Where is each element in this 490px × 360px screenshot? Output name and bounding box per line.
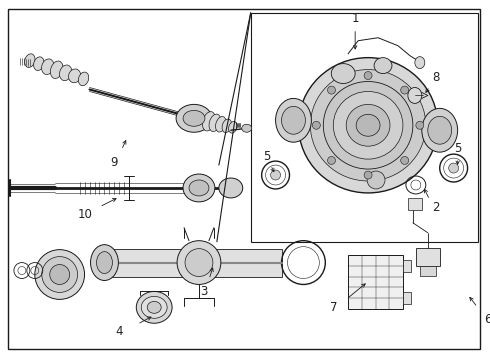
Bar xyxy=(403,292,411,304)
Ellipse shape xyxy=(50,61,63,78)
Ellipse shape xyxy=(147,301,161,313)
Ellipse shape xyxy=(270,170,281,180)
Ellipse shape xyxy=(367,171,385,189)
Ellipse shape xyxy=(50,265,70,284)
Text: 7: 7 xyxy=(329,301,337,314)
Ellipse shape xyxy=(401,86,409,94)
Bar xyxy=(420,266,436,275)
Ellipse shape xyxy=(59,65,72,81)
Ellipse shape xyxy=(209,114,221,131)
Ellipse shape xyxy=(346,104,390,146)
Ellipse shape xyxy=(242,124,252,132)
Ellipse shape xyxy=(176,104,212,132)
Bar xyxy=(416,248,440,266)
Ellipse shape xyxy=(34,57,44,71)
Ellipse shape xyxy=(229,121,237,133)
Bar xyxy=(403,260,411,271)
Ellipse shape xyxy=(428,116,452,144)
Ellipse shape xyxy=(78,72,89,86)
Ellipse shape xyxy=(216,117,226,132)
Ellipse shape xyxy=(177,241,221,284)
Ellipse shape xyxy=(333,91,403,159)
Ellipse shape xyxy=(416,121,424,129)
Bar xyxy=(408,198,422,210)
Ellipse shape xyxy=(219,178,243,198)
Ellipse shape xyxy=(136,292,172,323)
Ellipse shape xyxy=(91,245,119,280)
Ellipse shape xyxy=(331,64,355,84)
Text: 2: 2 xyxy=(432,201,440,214)
Ellipse shape xyxy=(356,114,380,136)
Ellipse shape xyxy=(327,157,336,165)
Ellipse shape xyxy=(422,108,458,152)
Ellipse shape xyxy=(415,57,425,68)
Ellipse shape xyxy=(183,174,215,202)
Ellipse shape xyxy=(449,163,459,173)
Ellipse shape xyxy=(24,54,35,67)
Ellipse shape xyxy=(374,58,392,73)
Ellipse shape xyxy=(364,72,372,80)
Bar xyxy=(104,249,282,276)
Ellipse shape xyxy=(202,112,215,131)
Ellipse shape xyxy=(35,249,85,300)
Ellipse shape xyxy=(42,59,54,75)
Bar xyxy=(348,255,403,309)
Text: 1: 1 xyxy=(351,12,359,25)
Ellipse shape xyxy=(282,107,305,134)
Ellipse shape xyxy=(275,98,311,142)
Ellipse shape xyxy=(323,81,413,169)
Ellipse shape xyxy=(401,157,409,165)
Ellipse shape xyxy=(222,119,232,132)
Text: 10: 10 xyxy=(78,208,93,221)
Ellipse shape xyxy=(185,249,213,276)
Ellipse shape xyxy=(313,121,320,129)
Text: 5: 5 xyxy=(454,142,461,155)
Ellipse shape xyxy=(189,180,209,196)
Text: 5: 5 xyxy=(263,150,270,163)
Ellipse shape xyxy=(183,111,205,126)
Ellipse shape xyxy=(298,58,438,193)
Text: 4: 4 xyxy=(116,325,123,338)
Text: 3: 3 xyxy=(200,285,208,298)
Text: 6: 6 xyxy=(484,313,490,326)
Ellipse shape xyxy=(364,171,372,179)
Text: 8: 8 xyxy=(432,71,440,84)
Text: 9: 9 xyxy=(111,156,118,168)
Ellipse shape xyxy=(408,87,422,103)
Ellipse shape xyxy=(327,86,336,94)
Bar xyxy=(251,13,478,242)
Ellipse shape xyxy=(69,69,81,83)
Ellipse shape xyxy=(97,252,112,274)
Ellipse shape xyxy=(42,257,77,292)
Ellipse shape xyxy=(141,296,167,318)
Ellipse shape xyxy=(310,69,426,181)
